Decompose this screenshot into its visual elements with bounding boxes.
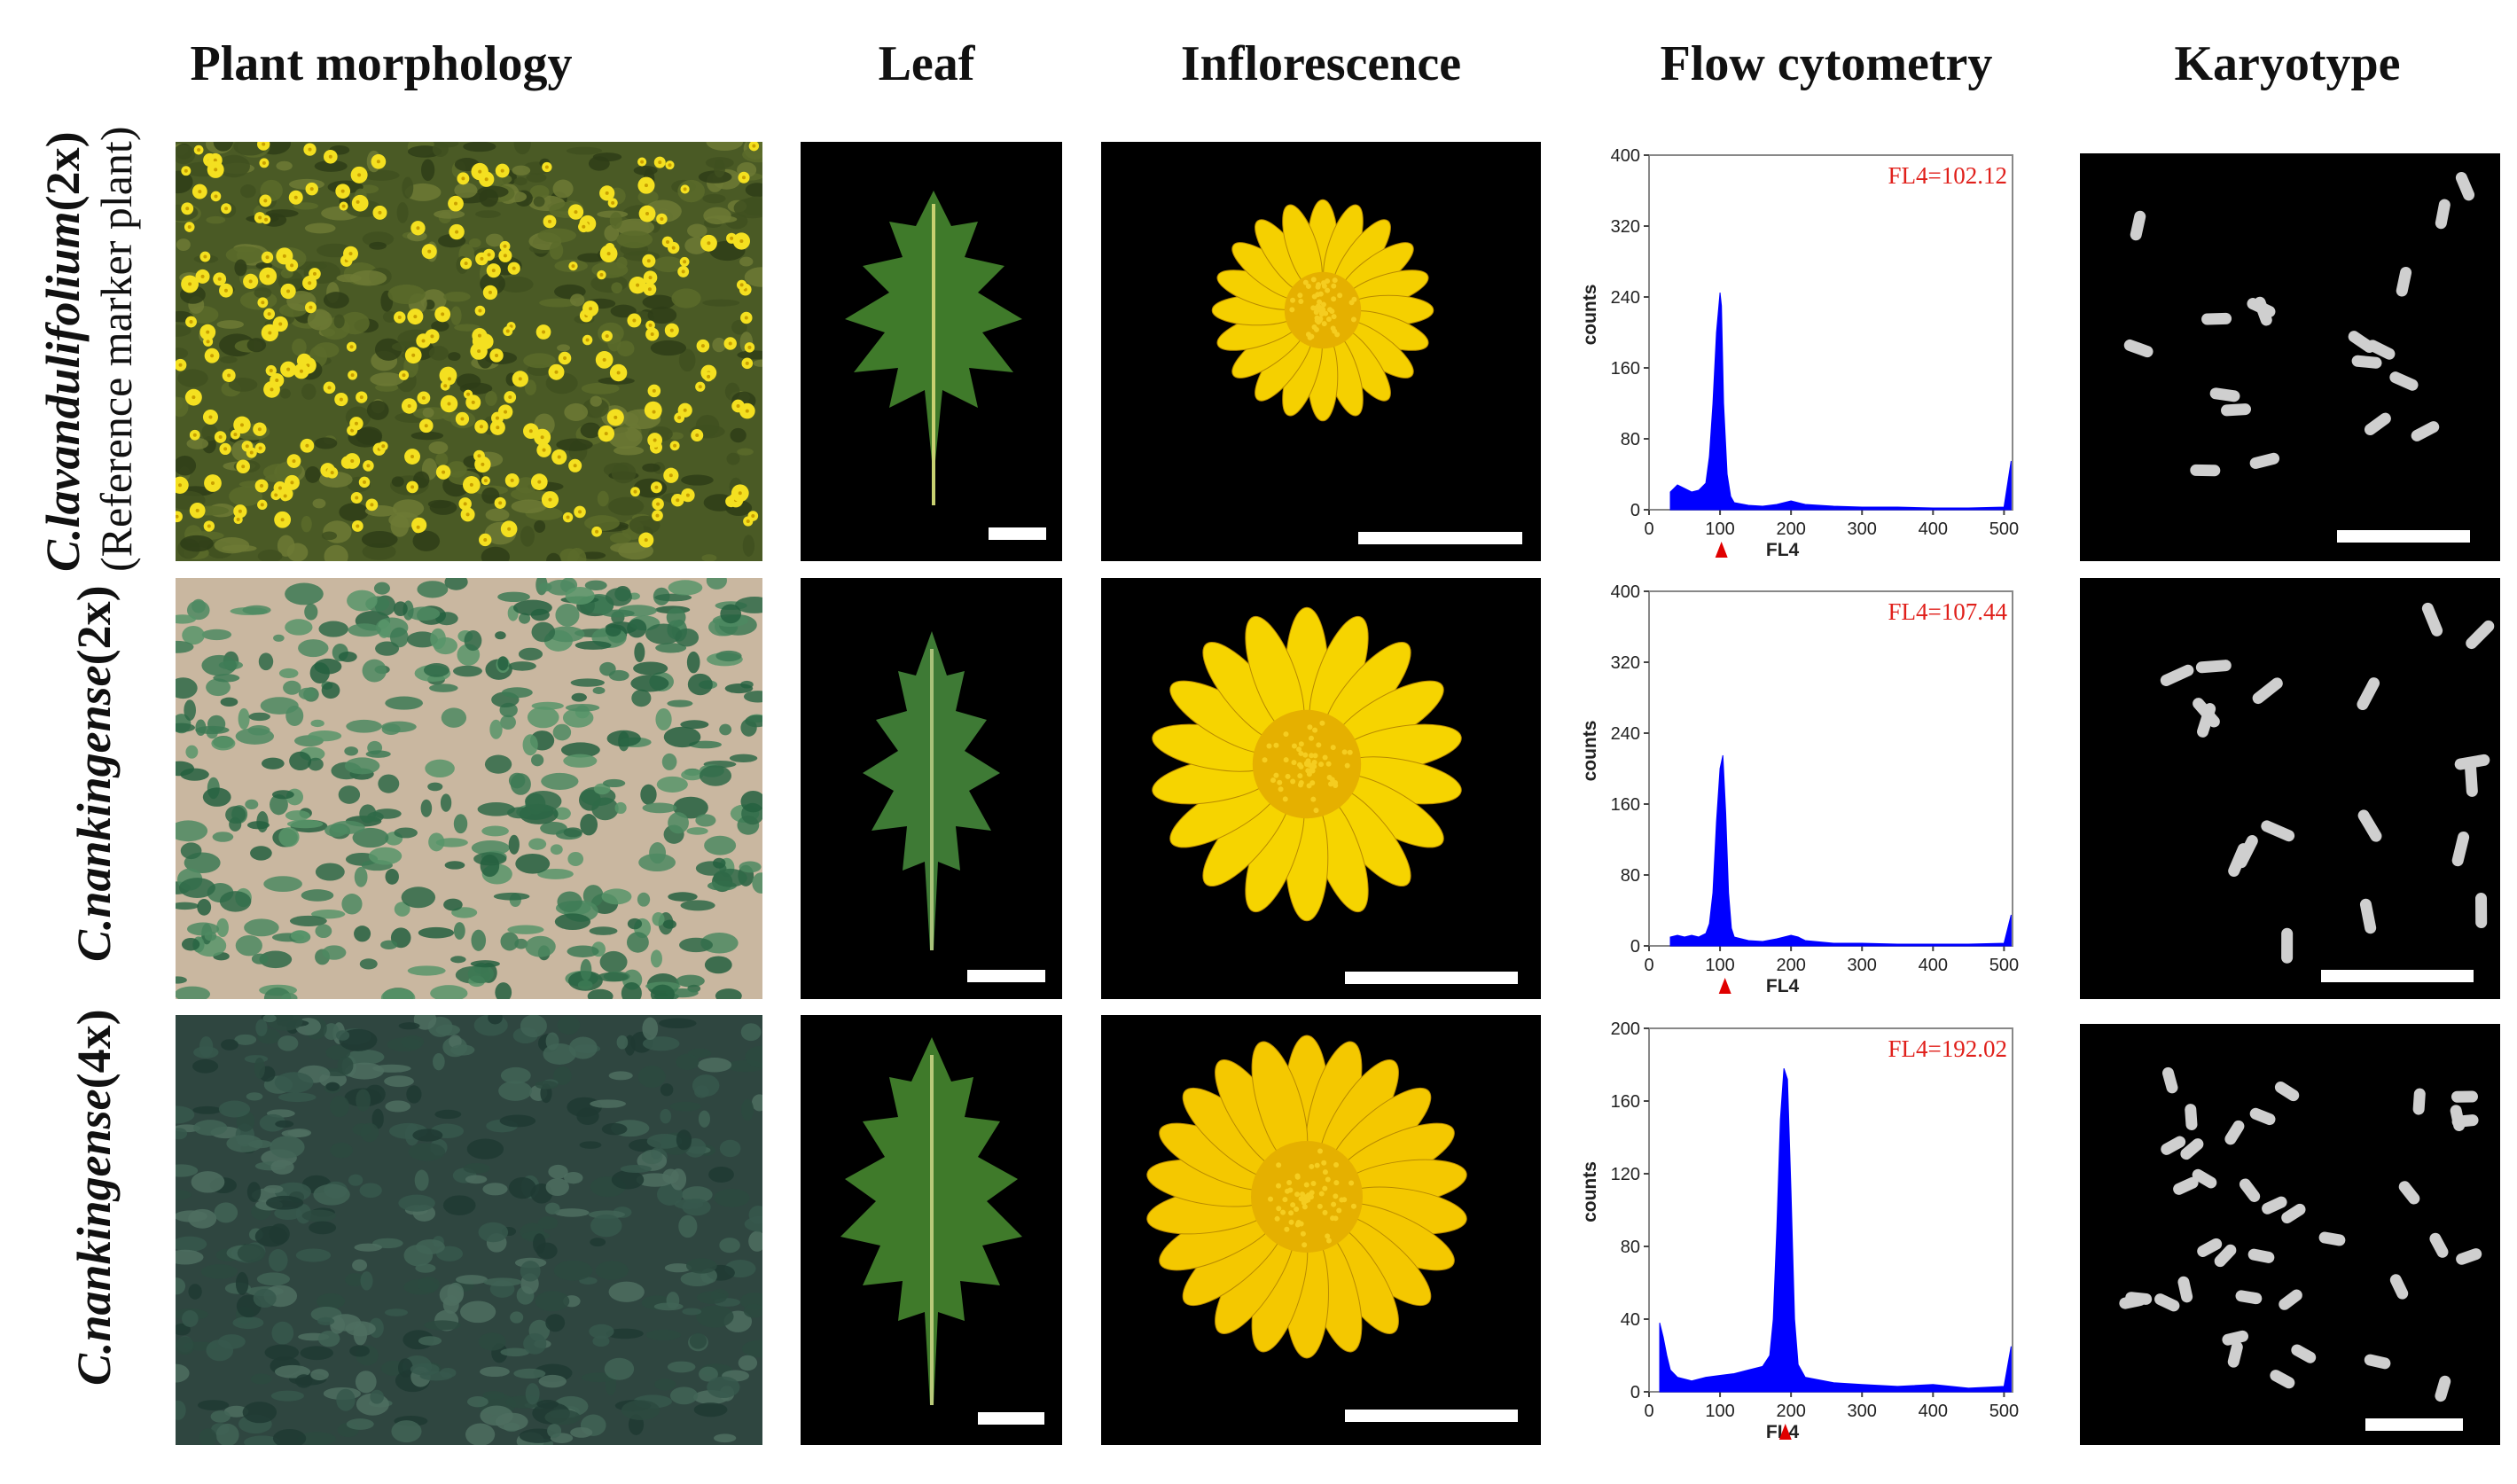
x-tick-label: 300 — [1848, 519, 1877, 539]
peak-annotation: FL4=107.44 — [1888, 598, 2008, 625]
y-tick-label: 80 — [1621, 1238, 1640, 1257]
row-label-3: C.nankingense(4x) — [67, 1009, 121, 1386]
x-tick-label: 400 — [1919, 1402, 1948, 1421]
x-tick-label: 500 — [1989, 956, 2019, 975]
plot-frame — [1648, 154, 2013, 511]
y-axis-label: counts — [1580, 721, 1600, 782]
x-tick-label: 200 — [1776, 1402, 1805, 1421]
flow-cytometry-chart-row3: 040801201602000100200300400500FL4countsF… — [1560, 1015, 2021, 1458]
x-tick-label: 0 — [1644, 1402, 1653, 1421]
y-tick-label: 0 — [1630, 937, 1640, 957]
x-tick-label: 100 — [1705, 1402, 1734, 1421]
column-title-plant-morphology: Plant morphology — [190, 36, 573, 91]
y-axis-label: counts — [1580, 285, 1600, 346]
karyotype-photo-row3 — [2080, 1024, 2500, 1445]
plant-photo-row1 — [176, 142, 762, 561]
inflorescence-photo-row2 — [1101, 578, 1541, 999]
x-tick-label: 200 — [1776, 519, 1805, 539]
y-tick-label: 0 — [1630, 501, 1640, 520]
y-tick-label: 200 — [1611, 1019, 1640, 1039]
row-1-species: C.lavandulifolium(2x) — [36, 131, 90, 572]
y-tick-label: 80 — [1621, 866, 1640, 886]
x-tick-label: 300 — [1848, 956, 1877, 975]
scale-bar — [978, 1412, 1044, 1425]
y-tick-label: 240 — [1611, 724, 1640, 744]
leaf-photo-row3 — [801, 1015, 1062, 1445]
x-tick-label: 100 — [1705, 956, 1734, 975]
scale-bar — [989, 527, 1046, 540]
scale-bar — [2337, 530, 2470, 543]
histogram-series — [1669, 292, 2012, 511]
inflorescence-photo-row1 — [1101, 142, 1541, 561]
x-tick-label: 0 — [1644, 519, 1653, 539]
flow-cytometry-chart-row2: 0 80 160 240 320 400 0 100 200 300 400 500 FL4 counts… — [1560, 578, 2021, 1004]
histogram-series — [1669, 754, 2012, 947]
scale-bar — [1358, 532, 1522, 544]
scale-bar — [2365, 1418, 2463, 1431]
histogram-series — [1659, 1067, 2012, 1393]
y-tick-label: 160 — [1611, 359, 1640, 379]
column-title-karyotype: Karyotype — [2174, 36, 2401, 91]
plant-photo-row2 — [176, 578, 762, 999]
peak-annotation: FL4=192.02 — [1888, 1035, 2008, 1062]
y-tick-label: 320 — [1611, 653, 1640, 673]
scale-bar — [2321, 970, 2474, 982]
column-title-leaf: Leaf — [878, 36, 975, 91]
y-tick-label: 80 — [1621, 430, 1640, 449]
y-tick-label: 160 — [1611, 1092, 1640, 1112]
plot-frame — [1648, 590, 2013, 947]
x-tick-label: 500 — [1989, 1402, 2019, 1421]
plant-photo-row3 — [176, 1015, 762, 1445]
x-tick-label: 300 — [1848, 1402, 1877, 1421]
y-tick-label: 320 — [1611, 217, 1640, 237]
scale-bar — [1345, 972, 1518, 984]
leaf-photo-row1 — [801, 142, 1062, 561]
peak-marker — [1718, 978, 1731, 994]
x-tick-label: 400 — [1919, 519, 1948, 539]
column-title-flow-cytometry: Flow cytometry — [1660, 36, 1993, 91]
y-tick-label: 400 — [1611, 146, 1640, 166]
inflorescence-photo-row3 — [1101, 1015, 1541, 1445]
scale-bar — [1345, 1410, 1518, 1422]
scale-bar — [967, 970, 1045, 982]
leaf-photo-row2 — [801, 578, 1062, 999]
x-tick-label: 200 — [1776, 956, 1805, 975]
y-axis-label: counts — [1580, 1161, 1600, 1222]
flow-cytometry-chart-row1: 0 80 160 240 320 400 0 100 200 300 400 500 FL4 counts… — [1560, 142, 2021, 567]
y-tick-label: 120 — [1611, 1165, 1640, 1184]
plot-frame — [1648, 1027, 2013, 1393]
peak-marker — [1715, 542, 1728, 558]
y-tick-label: 400 — [1611, 582, 1640, 602]
karyotype-photo-row1 — [2080, 153, 2500, 561]
x-axis-label: FL4 — [1766, 540, 1800, 560]
y-tick-label: 160 — [1611, 795, 1640, 815]
x-tick-label: 500 — [1989, 519, 2019, 539]
row-1-note: (Reference marker plant) — [91, 126, 141, 572]
x-axis-label: FL4 — [1766, 976, 1800, 996]
y-tick-label: 0 — [1630, 1383, 1640, 1402]
y-tick-label: 240 — [1611, 288, 1640, 308]
x-tick-label: 0 — [1644, 956, 1653, 975]
column-title-inflorescence: Inflorescence — [1180, 36, 1462, 91]
x-tick-label: 400 — [1919, 956, 1948, 975]
y-tick-label: 40 — [1621, 1310, 1640, 1330]
karyotype-photo-row2 — [2080, 578, 2500, 999]
x-tick-label: 100 — [1705, 519, 1734, 539]
peak-marker — [1778, 1424, 1792, 1440]
row-label-1: C.lavandulifolium(2x) (Reference marker … — [35, 126, 151, 572]
peak-annotation: FL4=102.12 — [1888, 162, 2008, 189]
row-label-2: C.nankingense(2x) — [67, 585, 121, 962]
